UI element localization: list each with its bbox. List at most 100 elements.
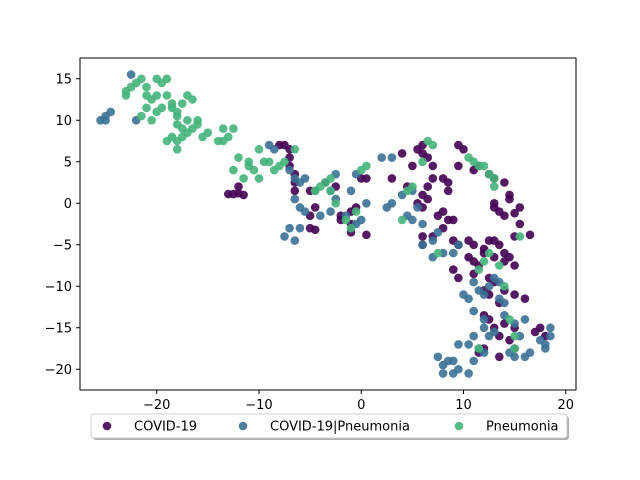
data-point — [264, 157, 274, 167]
data-point — [106, 107, 115, 117]
x-tick-label: 20 — [557, 398, 574, 413]
data-point — [310, 203, 320, 212]
data-point — [244, 157, 253, 167]
data-point — [172, 136, 182, 146]
data-point — [162, 74, 172, 84]
data-point — [433, 352, 443, 362]
data-point — [326, 207, 335, 216]
data-point — [362, 174, 371, 183]
legend-label: COVID-19|Pneumonia — [270, 420, 410, 435]
data-point — [377, 153, 387, 162]
data-point — [489, 182, 499, 191]
data-point — [285, 223, 294, 233]
x-tick-label: −10 — [245, 398, 272, 413]
data-point — [397, 215, 407, 225]
data-point — [469, 331, 479, 341]
data-point — [525, 230, 535, 240]
data-point — [346, 223, 356, 233]
x-tick-label: 10 — [455, 398, 472, 413]
data-point — [454, 240, 463, 250]
data-point — [290, 186, 300, 196]
data-point — [500, 298, 509, 308]
y-tick-label: 0 — [64, 197, 72, 212]
data-point — [280, 157, 289, 167]
data-point — [418, 232, 427, 241]
data-point — [101, 116, 110, 125]
data-point — [418, 240, 427, 250]
data-point — [290, 194, 300, 204]
data-point — [433, 228, 443, 237]
data-point — [239, 190, 248, 200]
data-point — [341, 215, 351, 225]
data-point — [172, 111, 182, 121]
data-point — [454, 273, 463, 283]
data-point — [489, 327, 499, 337]
data-point — [449, 248, 458, 258]
data-point — [162, 136, 172, 146]
series-1 — [96, 70, 555, 378]
data-point — [290, 145, 300, 154]
legend-box — [90, 413, 568, 439]
data-point — [218, 124, 228, 133]
y-tick-label: 15 — [55, 72, 72, 87]
y-tick-label: −15 — [45, 321, 72, 336]
y-tick-label: −5 — [53, 238, 72, 253]
data-point — [515, 203, 525, 212]
data-point — [188, 95, 197, 104]
data-point — [474, 265, 484, 274]
data-point — [423, 182, 433, 191]
data-point — [495, 352, 504, 362]
data-point — [520, 315, 530, 324]
data-point — [443, 178, 453, 187]
data-point — [469, 356, 479, 366]
data-point — [254, 145, 264, 154]
data-point — [500, 178, 509, 187]
data-point — [362, 161, 371, 171]
legend-marker — [454, 421, 464, 431]
data-point — [479, 257, 489, 266]
y-tick-label: −20 — [45, 363, 72, 378]
data-point — [362, 230, 371, 240]
data-point — [234, 153, 243, 162]
data-point — [397, 149, 407, 158]
x-tick-label: −20 — [143, 398, 170, 413]
data-point — [510, 344, 519, 353]
data-point — [479, 290, 489, 299]
data-point — [546, 323, 555, 333]
data-point — [449, 369, 458, 378]
data-point — [454, 340, 463, 349]
data-point — [316, 211, 325, 220]
data-point — [520, 294, 530, 304]
data-point — [505, 315, 514, 324]
data-point — [326, 186, 335, 196]
data-point — [147, 116, 156, 125]
data-point — [172, 145, 182, 154]
legend-label: Pneumonia — [486, 420, 559, 435]
data-point — [387, 174, 397, 183]
data-point — [469, 306, 479, 316]
data-point — [510, 352, 519, 362]
data-point — [285, 165, 294, 175]
data-point — [449, 215, 458, 225]
data-point — [418, 157, 427, 167]
data-point — [438, 369, 448, 378]
data-point — [387, 153, 397, 162]
data-point — [346, 186, 356, 196]
data-point — [479, 315, 489, 324]
data-point — [474, 344, 484, 353]
points-layer — [96, 70, 555, 378]
data-point — [300, 207, 310, 216]
data-point — [142, 103, 151, 113]
data-point — [454, 161, 463, 171]
data-point — [137, 74, 146, 84]
legend-marker — [238, 421, 248, 431]
data-point — [224, 132, 233, 142]
data-point — [362, 199, 371, 208]
data-point — [479, 161, 489, 171]
data-point — [162, 91, 172, 100]
data-point — [290, 236, 300, 245]
data-point — [495, 261, 504, 270]
data-point — [300, 174, 310, 183]
data-point — [249, 165, 259, 175]
y-tick-label: 5 — [64, 155, 72, 170]
